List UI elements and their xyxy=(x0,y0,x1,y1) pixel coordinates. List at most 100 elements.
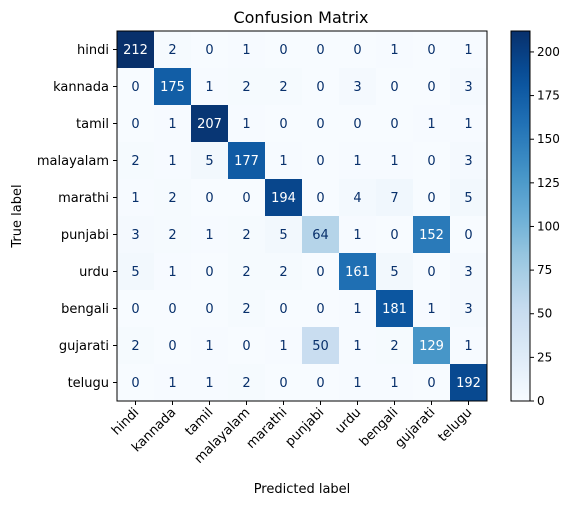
colorbar xyxy=(510,30,531,402)
cell-value-label: 2 xyxy=(131,154,139,169)
cell-value-label: 177 xyxy=(234,154,259,169)
heatmap-cell xyxy=(154,216,192,254)
cell-value-label: 1 xyxy=(353,302,361,317)
cell-value-label: 181 xyxy=(382,302,407,317)
colorbar-tick-label: 0 xyxy=(537,394,545,408)
cell-value-label: 1 xyxy=(390,376,398,391)
cell-value-label: 0 xyxy=(316,191,324,206)
cell-value-label: 1 xyxy=(353,376,361,391)
cell-value-label: 1 xyxy=(427,117,435,132)
cell-value-label: 1 xyxy=(353,154,361,169)
heatmap-cell xyxy=(413,327,451,365)
cell-value-label: 3 xyxy=(464,265,472,280)
cell-value-label: 0 xyxy=(242,339,250,354)
heatmap-cell xyxy=(450,253,488,291)
heatmap-cell xyxy=(265,31,303,69)
heatmap-cell xyxy=(265,327,303,365)
cell-value-label: 1 xyxy=(168,265,176,280)
heatmap-cell xyxy=(413,31,451,69)
heatmap-cell xyxy=(450,179,488,217)
cell-value-label: 0 xyxy=(205,191,213,206)
heatmap-cell xyxy=(154,142,192,180)
heatmap-cell xyxy=(154,364,192,402)
heatmap-cell xyxy=(191,364,229,402)
heatmap-cell xyxy=(376,253,414,291)
heatmap-cell xyxy=(450,216,488,254)
heatmap-cell xyxy=(117,142,155,180)
colorbar-tick-label: 150 xyxy=(537,132,560,146)
cell-value-label: 0 xyxy=(205,265,213,280)
heatmap-cell xyxy=(154,253,192,291)
x-tick-label: tamil xyxy=(182,405,216,439)
heatmap-cell xyxy=(228,216,266,254)
y-tick-label: punjabi xyxy=(61,228,109,243)
cell-value-label: 2 xyxy=(131,339,139,354)
cell-value-label: 0 xyxy=(316,265,324,280)
heatmap-cell xyxy=(302,179,340,217)
heatmap-cell xyxy=(265,253,303,291)
cell-value-label: 0 xyxy=(205,43,213,58)
heatmap-cell xyxy=(117,290,155,328)
heatmap-cell xyxy=(302,142,340,180)
heatmap-cell xyxy=(228,68,266,106)
cell-value-label: 64 xyxy=(312,228,329,243)
heatmap-cell xyxy=(413,142,451,180)
cell-value-label: 2 xyxy=(279,265,287,280)
cell-value-label: 2 xyxy=(242,376,250,391)
heatmap-cell xyxy=(302,68,340,106)
cell-value-label: 1 xyxy=(131,191,139,206)
heatmap-cell xyxy=(265,179,303,217)
heatmap-cell xyxy=(117,105,155,143)
cell-value-label: 1 xyxy=(390,43,398,58)
heatmap-cell xyxy=(376,179,414,217)
cell-value-label: 152 xyxy=(419,228,444,243)
cell-value-label: 2 xyxy=(242,265,250,280)
cell-value-label: 50 xyxy=(312,339,329,354)
heatmap-cell xyxy=(191,179,229,217)
cell-value-label: 175 xyxy=(160,80,185,95)
y-tick-label: hindi xyxy=(77,43,109,58)
cell-value-label: 207 xyxy=(197,117,222,132)
cell-value-label: 7 xyxy=(390,191,398,206)
cell-value-label: 1 xyxy=(464,43,472,58)
heatmap-cell xyxy=(413,364,451,402)
colorbar-ticks: 0 25 50 75 100 125 150 175 200 xyxy=(530,45,560,408)
cell-value-label: 0 xyxy=(427,191,435,206)
x-axis-title: Predicted label xyxy=(254,482,351,497)
heatmap-cell xyxy=(376,364,414,402)
cell-value-label: 129 xyxy=(419,339,444,354)
heatmap-cell xyxy=(117,68,155,106)
cell-value-label: 0 xyxy=(205,302,213,317)
heatmap-cell xyxy=(302,327,340,365)
cell-value-label: 0 xyxy=(131,117,139,132)
y-tick-label: marathi xyxy=(58,191,109,206)
cell-value-label: 0 xyxy=(427,154,435,169)
cell-value-label: 1 xyxy=(279,154,287,169)
cell-value-label: 0 xyxy=(316,43,324,58)
heatmap-cell xyxy=(265,142,303,180)
cell-value-label: 2 xyxy=(242,228,250,243)
colorbar-tick-label: 175 xyxy=(537,89,560,103)
heatmap-cell xyxy=(228,105,266,143)
x-tick-label: urdu xyxy=(333,405,365,437)
heatmap-cell xyxy=(376,105,414,143)
cell-value-label: 1 xyxy=(242,117,250,132)
cell-value-label: 0 xyxy=(427,43,435,58)
cell-value-label: 0 xyxy=(427,80,435,95)
heatmap-cell xyxy=(117,327,155,365)
heatmap-cell xyxy=(191,290,229,328)
heatmap-cell xyxy=(450,142,488,180)
heatmap-cell xyxy=(450,364,488,402)
heatmap-cells xyxy=(117,31,488,402)
colorbar-tick-label: 25 xyxy=(537,350,552,364)
heatmap-cell xyxy=(413,216,451,254)
cell-value-label: 0 xyxy=(316,80,324,95)
cell-value-label: 2 xyxy=(168,191,176,206)
heatmap-cell xyxy=(413,68,451,106)
y-axis-title: True label xyxy=(10,184,25,248)
cell-value-label: 2 xyxy=(279,80,287,95)
heatmap-cell xyxy=(265,290,303,328)
